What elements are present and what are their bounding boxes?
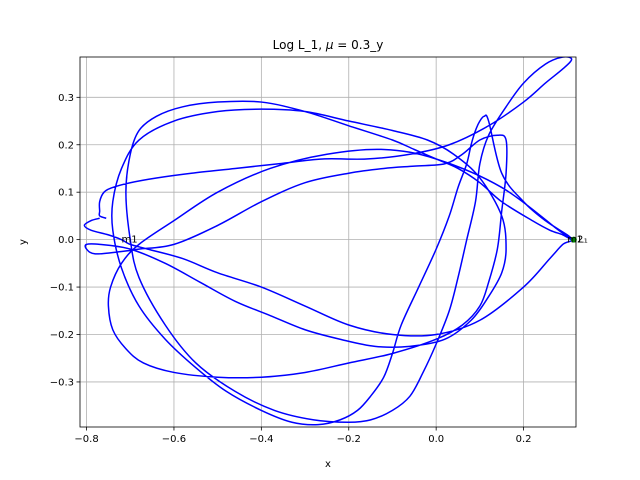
- title-suffix: = 0.3_y: [333, 38, 383, 52]
- x-tick-label: −0.2: [337, 434, 361, 445]
- marker-point: [570, 236, 577, 243]
- ticks: −0.8 −0.6 −0.4 −0.2 0.0 0.2 −0.3 −0.2 −0.1 0.0 0.1…: [50, 93, 532, 445]
- x-tick-label: 0.2: [516, 434, 532, 445]
- x-tick-label: −0.6: [162, 434, 186, 445]
- point-annotation: L₁: [578, 235, 588, 246]
- chart-title: Log L_1, μ = 0.3_y: [273, 38, 384, 52]
- y-tick-label: −0.1: [50, 283, 74, 294]
- x-tick-label: −0.8: [74, 434, 98, 445]
- trajectory-line: [83, 57, 573, 426]
- y-tick-label: 0.3: [58, 93, 74, 104]
- y-tick-label: 0.1: [58, 188, 74, 199]
- grid: [80, 57, 576, 427]
- x-tick-label: 0.0: [428, 434, 444, 445]
- y-tick-label: 0.0: [58, 235, 74, 246]
- title-prefix: Log L_1,: [273, 38, 326, 52]
- title-mu: μ: [325, 38, 334, 52]
- point-annotation: m1: [122, 235, 138, 246]
- plot-data: [83, 57, 573, 426]
- y-tick-label: −0.3: [50, 377, 74, 388]
- point-annotation: m2: [567, 235, 583, 246]
- y-tick-label: 0.2: [58, 140, 74, 151]
- axes-frame: [79, 56, 577, 428]
- x-tick-label: −0.4: [249, 434, 273, 445]
- y-axis-label: y: [18, 239, 29, 245]
- x-axis-label: x: [325, 459, 331, 470]
- y-tick-label: −0.2: [50, 330, 74, 341]
